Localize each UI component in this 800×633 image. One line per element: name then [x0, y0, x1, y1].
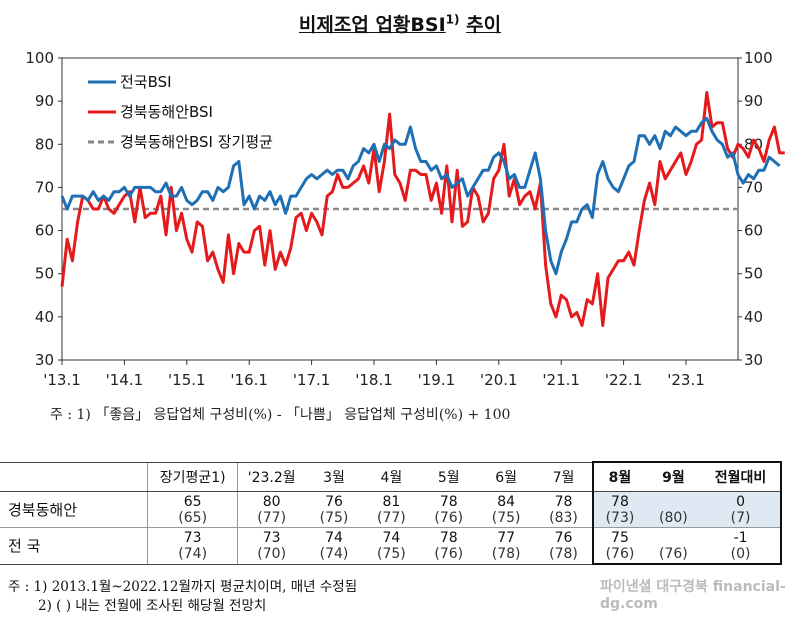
- header-cell: 3월: [305, 461, 363, 492]
- y-tick-label-right: 100: [744, 49, 773, 67]
- x-tick-label: '20.1: [480, 371, 518, 389]
- chart-title: 비제조업 업황BSI1) 추이: [0, 10, 800, 37]
- footnote-2: 2) ( ) 내는 전월에 조사된 해당월 전망치: [38, 598, 267, 614]
- header-cell: 5월: [420, 461, 478, 492]
- header-cell: 9월: [645, 461, 702, 492]
- header-cell: 6월: [477, 461, 535, 492]
- y-tick-label-left: 100: [25, 49, 54, 67]
- table-cell: 74 (74): [305, 527, 363, 565]
- legend-label: 전국BSI: [120, 73, 172, 91]
- header-blank: [0, 461, 148, 492]
- header-cell: 8월: [592, 461, 646, 492]
- table-cell: 0 (7): [701, 491, 782, 528]
- x-tick-label: '21.1: [542, 371, 580, 389]
- row-label: 경북동해안: [0, 491, 148, 528]
- header-cell: '23.2월: [237, 461, 306, 492]
- x-tick-label: '15.1: [168, 371, 206, 389]
- table-row: 경북동해안 65 (65) 80 (77) 76 (75) 81 (77) 78 (76)…: [0, 491, 782, 528]
- table-cell: 78 (76): [420, 491, 478, 528]
- chart-lines: [60, 91, 785, 327]
- y-tick-label-left: 30: [35, 351, 54, 369]
- legend-label: 경북동해안BSI: [120, 103, 213, 121]
- y-tick-label-left: 60: [35, 222, 54, 240]
- table-header-row: 장기평균1) '23.2월 3월 4월 5월 6월 7월 8월 9월 전월대비: [0, 461, 782, 492]
- title-sup: 1): [445, 12, 460, 27]
- y-tick-label-right: 50: [744, 265, 763, 283]
- table-cell: 73 (70): [237, 527, 306, 565]
- table-cell: 78 (83): [534, 491, 594, 528]
- chart-legend: 전국BSI 경북동해안BSI 경북동해안BSI 장기평균: [80, 68, 324, 160]
- y-tick-label-right: 60: [744, 222, 763, 240]
- row-label: 전 국: [0, 527, 148, 565]
- legend-box: [80, 68, 324, 160]
- y-tick-label-left: 70: [35, 178, 54, 196]
- bsi-table: 장기평균1) '23.2월 3월 4월 5월 6월 7월 8월 9월 전월대비 …: [0, 461, 782, 565]
- watermark: 파이낸셜 대구경북 financial-dg.com: [600, 579, 786, 612]
- header-cell: 4월: [362, 461, 421, 492]
- x-tick-label: '16.1: [230, 371, 268, 389]
- y-tick-label-left: 80: [35, 135, 54, 153]
- table-cell: (80): [645, 491, 702, 528]
- y-tick-label-left: 50: [35, 265, 54, 283]
- table-cell: 77 (78): [477, 527, 535, 565]
- x-tick-label: '13.1: [43, 371, 81, 389]
- y-tick-label-right: 70: [744, 178, 763, 196]
- legend-label: 경북동해안BSI 장기평균: [120, 133, 273, 151]
- header-cell: 7월: [534, 461, 594, 492]
- x-tick-label: '17.1: [293, 371, 331, 389]
- table-cell: (76): [645, 527, 702, 565]
- x-tick-label: '19.1: [418, 371, 456, 389]
- footnote-1: 주 : 1) 2013.1월~2022.12월까지 평균치이며, 매년 수정됨: [8, 579, 358, 595]
- title-suffix: 추이: [466, 14, 502, 36]
- table-cell: 80 (77): [237, 491, 306, 528]
- table-cell: 76 (78): [534, 527, 594, 565]
- plot-frame: [61, 57, 739, 361]
- table-row: 전 국 73 (74) 73 (70) 74 (74) 74 (75) 78 (76) 7…: [0, 527, 782, 565]
- table-cell: 73 (74): [147, 527, 238, 565]
- table-cell: 78 (76): [420, 527, 478, 565]
- footnotes: 주 : 1) 2013.1월~2022.12월까지 평균치이며, 매년 수정됨 …: [8, 578, 357, 616]
- table-cell: 78 (73): [592, 491, 646, 528]
- y-tick-label-right: 90: [744, 92, 763, 110]
- chart-note: 주 : 1) 「좋음」 응답업체 구성비(%) - 「나쁨」 응답업체 구성비(…: [50, 407, 511, 423]
- table-cell: 81 (77): [362, 491, 421, 528]
- x-tick-label: '14.1: [106, 371, 144, 389]
- x-tick-label: '23.1: [667, 371, 705, 389]
- series-gyeongbuk-line: [60, 91, 785, 327]
- table-cell: 84 (75): [477, 491, 535, 528]
- title-text: 비제조업 업황BSI: [298, 14, 446, 36]
- y-tick-label-right: 40: [744, 308, 763, 326]
- table-cell: -1 (0): [701, 527, 782, 565]
- table-cell: 75 (76): [592, 527, 646, 565]
- series-national-line: [60, 116, 781, 276]
- y-tick-label-left: 90: [35, 92, 54, 110]
- x-tick-label: '22.1: [605, 371, 643, 389]
- header-cell: 전월대비: [701, 461, 782, 492]
- header-cell: 장기평균1): [147, 461, 238, 492]
- table-cell: 65 (65): [147, 491, 238, 528]
- y-tick-label-left: 40: [35, 308, 54, 326]
- x-tick-label: '18.1: [355, 371, 393, 389]
- table-cell: 74 (75): [362, 527, 421, 565]
- y-tick-label-right: 30: [744, 351, 763, 369]
- table-cell: 76 (75): [305, 491, 363, 528]
